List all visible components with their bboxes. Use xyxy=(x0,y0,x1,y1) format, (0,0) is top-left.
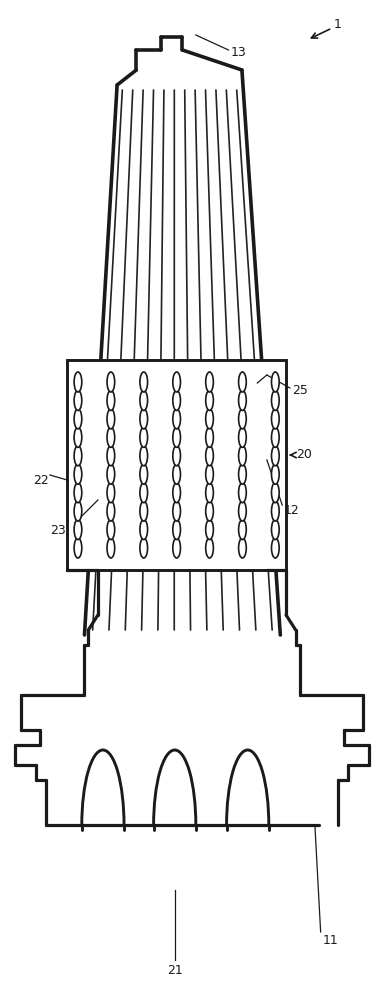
Circle shape xyxy=(238,538,246,558)
Circle shape xyxy=(74,520,82,540)
Circle shape xyxy=(74,538,82,558)
Text: 20: 20 xyxy=(296,448,311,462)
Circle shape xyxy=(271,520,279,540)
Circle shape xyxy=(271,538,279,558)
Circle shape xyxy=(206,409,214,429)
Circle shape xyxy=(238,390,246,410)
Text: 1: 1 xyxy=(334,18,342,31)
Circle shape xyxy=(107,446,115,466)
Circle shape xyxy=(271,390,279,410)
Circle shape xyxy=(206,520,214,540)
Circle shape xyxy=(173,501,180,521)
Circle shape xyxy=(74,427,82,447)
Circle shape xyxy=(173,390,180,410)
Circle shape xyxy=(140,464,147,484)
Circle shape xyxy=(271,372,279,392)
Circle shape xyxy=(173,520,180,540)
Circle shape xyxy=(107,372,115,392)
Circle shape xyxy=(107,538,115,558)
Circle shape xyxy=(206,446,214,466)
Circle shape xyxy=(107,390,115,410)
Circle shape xyxy=(271,483,279,503)
Circle shape xyxy=(140,538,147,558)
Circle shape xyxy=(173,372,180,392)
Text: 23: 23 xyxy=(50,524,66,536)
Circle shape xyxy=(206,372,214,392)
Circle shape xyxy=(238,464,246,484)
Circle shape xyxy=(74,409,82,429)
Circle shape xyxy=(206,483,214,503)
Circle shape xyxy=(140,501,147,521)
Circle shape xyxy=(107,409,115,429)
Circle shape xyxy=(206,390,214,410)
Circle shape xyxy=(173,538,180,558)
Circle shape xyxy=(173,409,180,429)
Circle shape xyxy=(271,427,279,447)
Circle shape xyxy=(206,501,214,521)
Circle shape xyxy=(74,501,82,521)
Circle shape xyxy=(74,483,82,503)
Text: 11: 11 xyxy=(323,934,338,946)
Circle shape xyxy=(140,520,147,540)
Circle shape xyxy=(206,427,214,447)
Circle shape xyxy=(107,464,115,484)
Circle shape xyxy=(238,427,246,447)
Circle shape xyxy=(107,483,115,503)
Circle shape xyxy=(238,520,246,540)
Circle shape xyxy=(238,409,246,429)
Text: 21: 21 xyxy=(167,964,183,976)
Circle shape xyxy=(107,520,115,540)
Circle shape xyxy=(74,446,82,466)
Circle shape xyxy=(107,501,115,521)
Circle shape xyxy=(173,446,180,466)
Circle shape xyxy=(271,501,279,521)
Circle shape xyxy=(271,446,279,466)
Circle shape xyxy=(140,390,147,410)
Circle shape xyxy=(173,483,180,503)
Text: 13: 13 xyxy=(230,45,246,58)
Text: 22: 22 xyxy=(33,474,48,487)
Circle shape xyxy=(74,372,82,392)
Circle shape xyxy=(74,464,82,484)
Circle shape xyxy=(206,464,214,484)
Circle shape xyxy=(173,427,180,447)
Circle shape xyxy=(238,446,246,466)
Circle shape xyxy=(238,483,246,503)
Text: 25: 25 xyxy=(292,383,308,396)
Circle shape xyxy=(238,501,246,521)
Circle shape xyxy=(271,464,279,484)
Circle shape xyxy=(140,483,147,503)
Text: 12: 12 xyxy=(284,504,300,516)
Circle shape xyxy=(107,427,115,447)
Circle shape xyxy=(140,409,147,429)
Bar xyxy=(67,360,286,570)
Circle shape xyxy=(140,372,147,392)
Circle shape xyxy=(206,538,214,558)
Circle shape xyxy=(140,446,147,466)
Circle shape xyxy=(173,464,180,484)
Circle shape xyxy=(140,427,147,447)
Circle shape xyxy=(74,390,82,410)
Circle shape xyxy=(238,372,246,392)
Circle shape xyxy=(271,409,279,429)
